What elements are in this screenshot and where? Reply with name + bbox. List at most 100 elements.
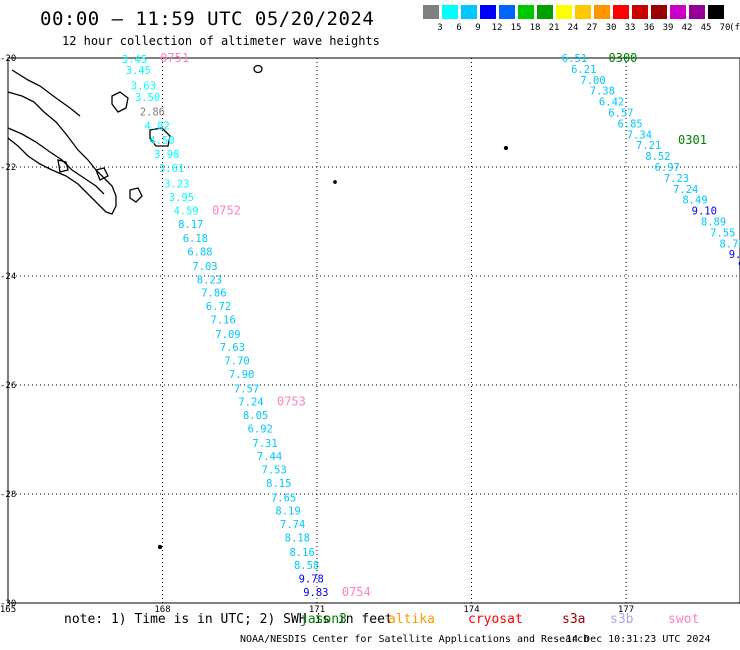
satellite-legend: jason3 altika cryosat s3a s3b swot: [0, 612, 740, 630]
legend-swatch: [670, 5, 686, 19]
swh-value: 7.57: [234, 383, 259, 395]
map-frame: [7, 57, 740, 604]
swh-value: 7.34: [627, 129, 652, 141]
swh-value: 9.78: [299, 573, 324, 585]
legend-label: 24: [567, 23, 579, 33]
lat-tick-label: -22: [0, 163, 16, 173]
legend-label: 39: [662, 23, 674, 33]
loyalty-island-3: [129, 187, 143, 203]
legend-label: 70: [719, 23, 731, 33]
swh-value: 7.16: [211, 315, 236, 327]
legend-swatch: [594, 5, 610, 19]
islet-north: [253, 64, 263, 74]
lat-tick-label: -20: [0, 54, 16, 64]
swh-value: 6.51: [562, 53, 587, 65]
legend-label: 42: [681, 23, 693, 33]
swh-value: 8.52: [645, 151, 670, 163]
swh-value: 8.49: [682, 195, 707, 207]
legend-label: 6: [456, 23, 462, 33]
lon-tick-label: 174: [463, 605, 479, 615]
swh-value: 7.09: [215, 329, 240, 341]
swh-value: 7.86: [201, 287, 226, 299]
swh-value: 4.59: [173, 206, 198, 218]
swh-value: 7.53: [262, 464, 287, 476]
swh-value: 3.95: [169, 192, 194, 204]
legend-swatch: [632, 5, 648, 19]
islet-mid: [333, 180, 337, 184]
new-caledonia-inner: [7, 127, 105, 195]
swh-value: 8.18: [285, 533, 310, 545]
reef-line: [11, 69, 81, 117]
legend-unit: (ft): [729, 23, 740, 33]
map-title: 00:00 – 11:59 UTC 05/20/2024: [40, 8, 375, 30]
lon-tick-label: 165: [0, 605, 16, 615]
swh-value: 6.18: [183, 233, 208, 245]
swh-value: 6.88: [187, 246, 212, 258]
grid-lines: [7, 57, 740, 604]
lat-tick-label: -26: [0, 381, 16, 391]
map-subtitle: 12 hour collection of altimeter wave hei…: [62, 34, 380, 48]
legend-swatch: [556, 5, 572, 19]
legend-swatch: [537, 5, 553, 19]
lon-tick-label: 177: [618, 605, 634, 615]
legend-swatch: [442, 5, 458, 19]
legend-label: 12: [491, 23, 503, 33]
pass-time-label: 0753: [277, 394, 306, 408]
satellite-swot: swot: [668, 612, 700, 627]
swh-value: 7.63: [220, 342, 245, 354]
coastline: [7, 64, 509, 550]
lon-tick-label: 168: [154, 605, 170, 615]
swh-value: 8.05: [243, 410, 268, 422]
lat-tick-label: -24: [0, 272, 16, 282]
swh-value: 3.50: [135, 92, 160, 104]
credit-text: NOAA/NESDIS Center for Satellite Applica…: [240, 634, 590, 645]
swh-value: 3.98: [154, 149, 179, 161]
swh-value: 3.61: [159, 163, 184, 175]
loyalty-island-2: [149, 127, 171, 147]
swh-value: 6.92: [248, 424, 273, 436]
legend-label: 21: [548, 23, 560, 33]
swh-value: 7.44: [257, 451, 282, 463]
legend-swatch: [423, 5, 439, 19]
swh-value: 9.98: [729, 249, 740, 261]
legend-swatch: [708, 5, 724, 19]
swh-value: 2.86: [140, 106, 165, 118]
swh-value: 7.70: [224, 355, 249, 367]
swh-value: 7.03: [192, 261, 217, 273]
legend-label: 18: [529, 23, 541, 33]
swh-value: 8.89: [701, 217, 726, 229]
swh-value: 9.10: [692, 206, 717, 218]
swh-value: 7.90: [229, 369, 254, 381]
legend-label: 3: [437, 23, 443, 33]
swh-value: 4.82: [145, 121, 170, 133]
legend-swatch: [518, 5, 534, 19]
legend-label: 36: [643, 23, 655, 33]
legend-label: 33: [624, 23, 636, 33]
swh-value: 6.42: [599, 97, 624, 109]
pass-time-label: 0301: [678, 133, 707, 147]
legend-label: 30: [605, 23, 617, 33]
swh-value: 7.55: [710, 227, 735, 239]
lat-tick-label: -30: [0, 599, 16, 609]
legend-swatch: [461, 5, 477, 19]
legend-label: 15: [510, 23, 522, 33]
loyalty-islands: [111, 91, 129, 113]
satellite-jason3: jason3: [300, 612, 347, 627]
loyalty-island-4: [57, 159, 69, 173]
swh-value: 8.17: [178, 219, 203, 231]
swh-value: 7.23: [664, 173, 689, 185]
swh-value: 3.63: [131, 80, 156, 92]
legend-swatch: [480, 5, 496, 19]
pass-time-label: 0752: [212, 204, 241, 218]
satellite-s3b: s3b: [610, 612, 634, 627]
legend-swatch: [613, 5, 629, 19]
legend-label: 27: [586, 23, 598, 33]
new-caledonia-coast: [7, 91, 117, 215]
swh-value: 9.83: [303, 587, 328, 599]
swh-value: 8.15: [266, 478, 291, 490]
swh-value: 8.23: [197, 274, 222, 286]
swh-value: 8.58: [294, 560, 319, 572]
satellite-altika: altika: [388, 612, 435, 627]
swh-value: 3.45: [122, 54, 147, 66]
